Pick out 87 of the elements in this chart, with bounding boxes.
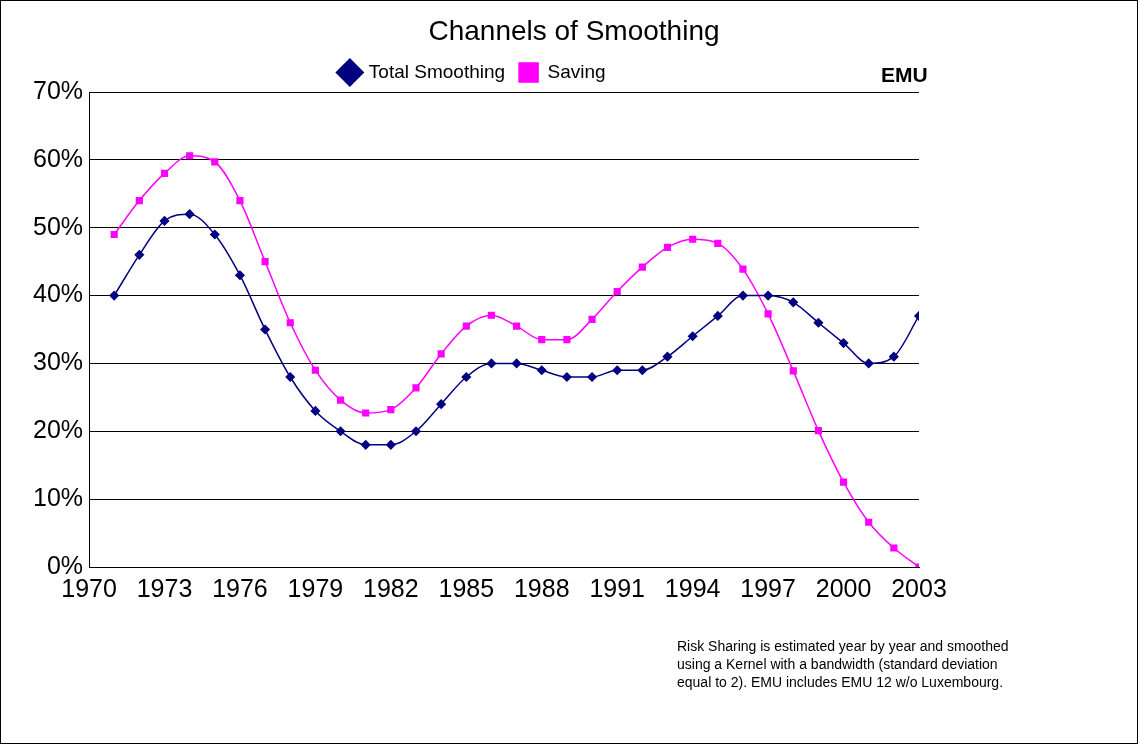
y-tick-label: 30%	[32, 347, 84, 376]
x-tick-label: 1988	[513, 573, 570, 602]
y-tick-label: 10%	[32, 483, 84, 512]
y-tick-label: 40%	[32, 279, 84, 308]
point	[411, 426, 421, 437]
point	[437, 350, 445, 358]
point	[814, 427, 822, 435]
point	[261, 258, 269, 266]
point	[387, 405, 395, 414]
x-tick-label: 1979	[287, 573, 344, 602]
point	[135, 196, 143, 205]
point	[638, 263, 646, 271]
point	[562, 372, 572, 382]
point	[788, 297, 798, 308]
point	[260, 324, 270, 335]
point	[160, 169, 169, 178]
text: EMU	[881, 63, 928, 87]
point	[285, 372, 295, 382]
point	[713, 311, 723, 321]
point	[109, 290, 119, 301]
x-tick-label: 1994	[664, 573, 721, 602]
point	[764, 310, 772, 318]
x-tick-label: 1997	[740, 573, 796, 602]
point	[386, 440, 396, 450]
point	[513, 322, 521, 330]
point	[184, 209, 195, 219]
point	[689, 235, 697, 243]
point	[813, 317, 824, 328]
point	[536, 365, 547, 375]
point	[889, 351, 899, 362]
legend-label: Total Smoothing	[368, 60, 506, 82]
point	[663, 243, 672, 251]
point	[839, 478, 848, 486]
point	[738, 290, 748, 301]
point	[360, 440, 371, 450]
text: Risk Sharing is estimated year by year and smoothed using a Kernel with a bandwidth (standard deviation equal to 2). EMU includes EMU 12 w/o Luxembourg.	[677, 637, 1010, 691]
point	[662, 351, 673, 362]
point	[612, 365, 622, 375]
point	[311, 366, 319, 374]
point	[236, 196, 244, 205]
point	[865, 518, 873, 526]
point	[687, 331, 698, 342]
point	[838, 338, 849, 348]
point	[789, 367, 797, 375]
x-tick-label: 1973	[136, 573, 193, 602]
point	[714, 239, 722, 247]
x-tick-label: 2003	[891, 573, 947, 602]
point	[186, 152, 194, 160]
y-tick-label: 70%	[32, 75, 84, 104]
point	[637, 365, 648, 375]
point	[210, 229, 220, 240]
point	[461, 372, 472, 382]
x-tick-label: 2000	[815, 573, 872, 602]
point	[362, 409, 370, 417]
point	[613, 287, 621, 296]
x-tick-label: 1985	[438, 573, 495, 602]
point	[890, 544, 898, 552]
point	[563, 336, 571, 344]
y-tick-label: 50%	[32, 211, 84, 240]
point	[412, 384, 420, 392]
point	[588, 315, 596, 323]
y-tick-label: 60%	[32, 143, 84, 172]
point	[863, 358, 874, 369]
chart-title: Channels of Smoothing	[427, 15, 721, 47]
point	[335, 426, 346, 437]
point	[486, 358, 497, 369]
point	[538, 336, 546, 344]
point	[134, 250, 145, 260]
point	[739, 265, 747, 273]
point	[310, 406, 321, 416]
point	[587, 372, 597, 382]
point	[511, 358, 522, 369]
point	[487, 311, 496, 319]
point	[159, 216, 170, 226]
point	[286, 319, 294, 327]
point	[763, 290, 773, 301]
x-tick-label: 1976	[212, 573, 268, 602]
point	[235, 270, 245, 280]
y-tick-label: 20%	[32, 415, 84, 444]
x-tick-label: 1982	[363, 573, 419, 602]
point	[211, 158, 219, 166]
legend-label: Saving	[547, 60, 606, 82]
x-tick-label: 1991	[589, 573, 646, 602]
point	[110, 230, 118, 239]
point	[436, 399, 446, 409]
point	[336, 396, 345, 404]
point	[462, 322, 470, 330]
